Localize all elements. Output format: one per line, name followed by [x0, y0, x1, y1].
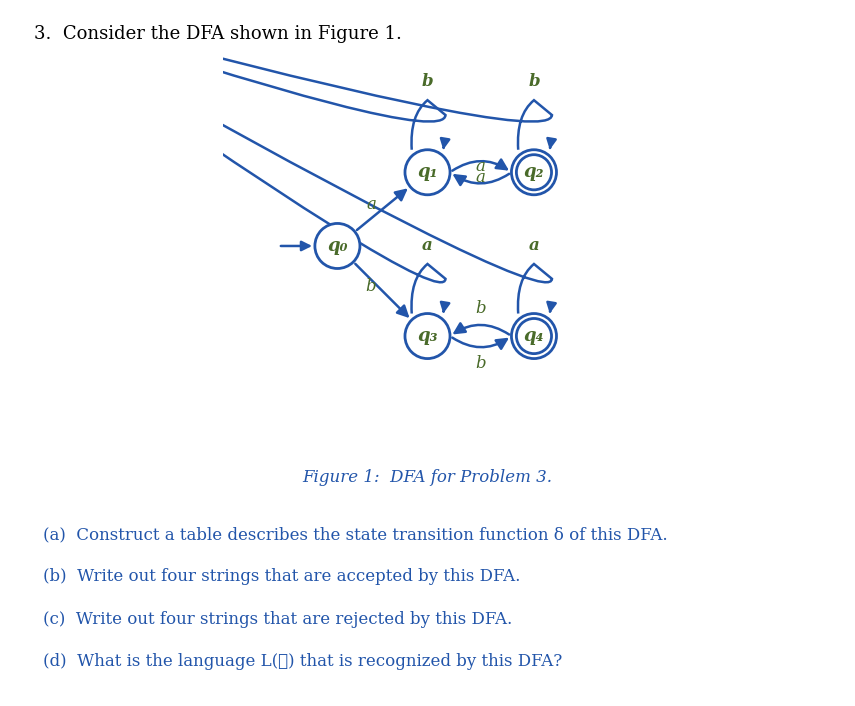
Circle shape: [405, 150, 450, 195]
Text: q₀: q₀: [327, 237, 348, 255]
Circle shape: [511, 150, 557, 195]
FancyArrowPatch shape: [356, 264, 408, 316]
Text: a: a: [366, 196, 376, 213]
Text: a: a: [475, 158, 486, 175]
Text: q₁: q₁: [417, 163, 438, 181]
Text: b: b: [366, 277, 376, 294]
Text: 3.  Consider the DFA shown in Figure 1.: 3. Consider the DFA shown in Figure 1.: [34, 25, 402, 42]
Circle shape: [405, 313, 450, 359]
Text: Figure 1:  DFA for Problem 3.: Figure 1: DFA for Problem 3.: [303, 469, 552, 486]
Text: b: b: [528, 73, 540, 90]
Text: a: a: [528, 237, 540, 253]
FancyArrowPatch shape: [455, 174, 509, 185]
Text: q₃: q₃: [417, 327, 438, 345]
Text: b: b: [475, 301, 486, 318]
Text: q₂: q₂: [524, 163, 545, 181]
Circle shape: [315, 224, 360, 268]
FancyArrowPatch shape: [452, 337, 507, 349]
FancyArrowPatch shape: [357, 190, 406, 230]
Text: b: b: [422, 73, 433, 90]
Text: (c)  Write out four strings that are rejected by this DFA.: (c) Write out four strings that are reje…: [43, 611, 512, 628]
Text: a: a: [422, 237, 433, 253]
Text: q₄: q₄: [524, 327, 545, 345]
Text: (d)  What is the language L(ℬ) that is recognized by this DFA?: (d) What is the language L(ℬ) that is re…: [43, 653, 562, 670]
Text: (b)  Write out four strings that are accepted by this DFA.: (b) Write out four strings that are acce…: [43, 568, 520, 585]
Text: b: b: [475, 354, 486, 371]
Text: a: a: [475, 169, 486, 186]
Text: (a)  Construct a table describes the state transition function δ of this DFA.: (a) Construct a table describes the stat…: [43, 526, 668, 543]
Circle shape: [511, 313, 557, 359]
FancyArrowPatch shape: [455, 323, 509, 335]
FancyArrowPatch shape: [452, 160, 507, 171]
